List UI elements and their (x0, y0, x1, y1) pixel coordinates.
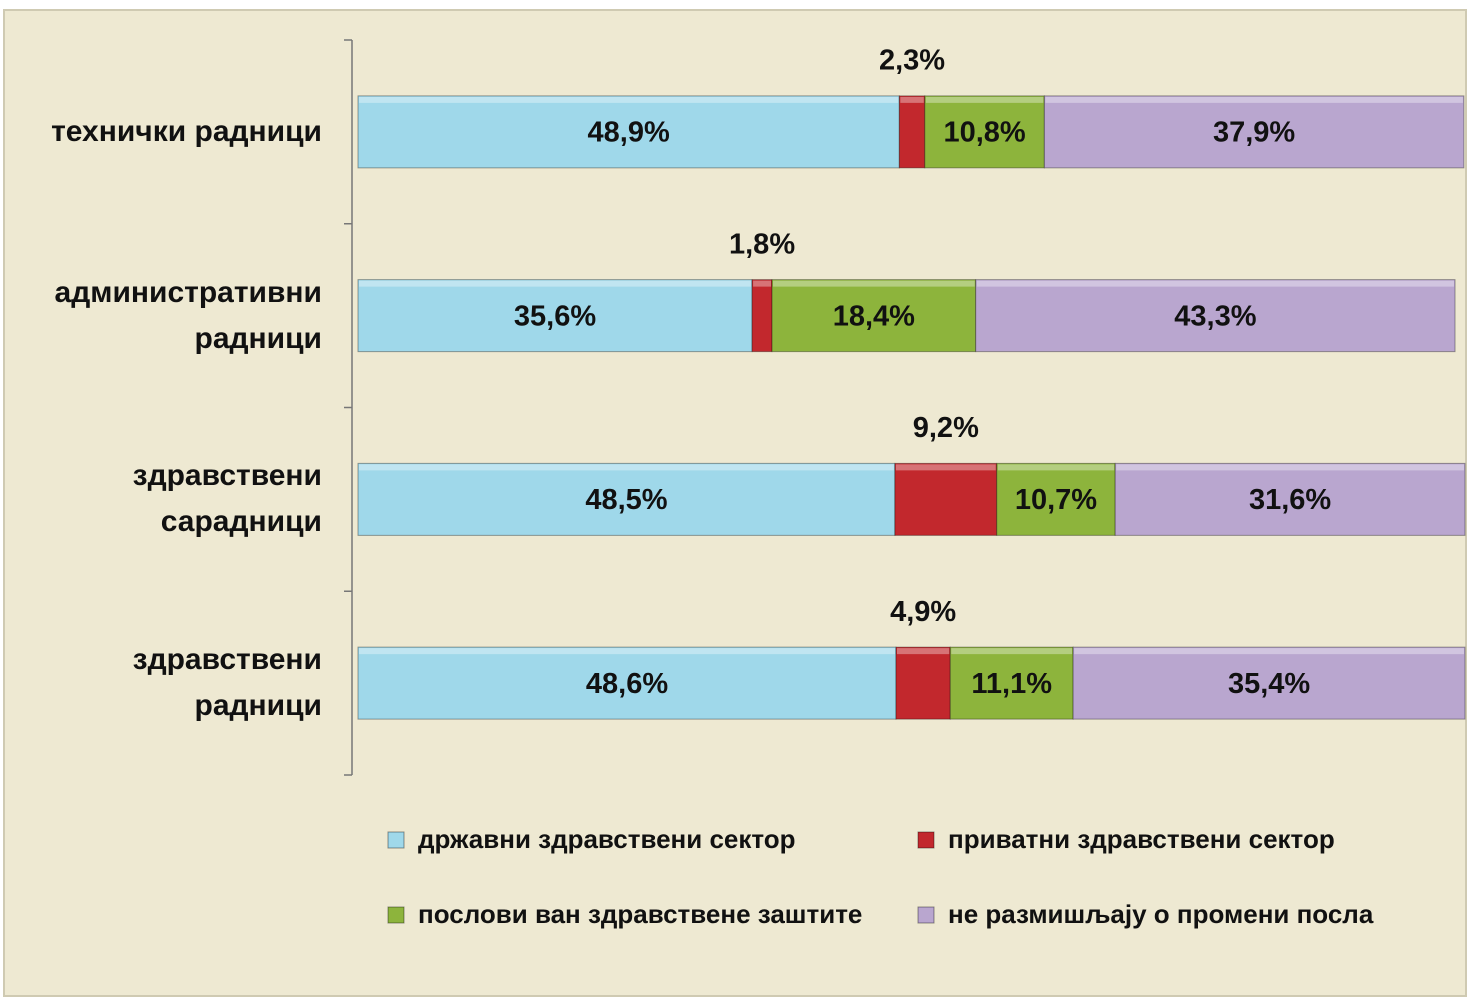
bar-segment (357, 462, 896, 536)
bar-highlight (773, 280, 975, 287)
data-label: 10,8% (943, 117, 1025, 149)
data-label: 2,3% (879, 45, 945, 77)
bar-highlight (900, 96, 924, 103)
legend-label: приватни здравствени сектор (948, 824, 1335, 854)
bar-segment (949, 646, 1074, 720)
bar-highlight (1074, 648, 1464, 655)
category-label: здравствени сарадници (132, 459, 322, 539)
bar-highlight (997, 464, 1115, 471)
bar-highlight (925, 96, 1044, 103)
data-label: 9,2% (913, 412, 979, 444)
category-label: технички радници (51, 114, 322, 148)
bar-segment (898, 95, 926, 169)
data-label: 4,9% (890, 596, 956, 628)
bar-highlight (359, 280, 752, 287)
bar-segment (1072, 646, 1466, 720)
legend-swatch (387, 906, 405, 924)
bar-segment (894, 462, 998, 536)
bar-highlight (1116, 464, 1464, 471)
bar-segment (1043, 95, 1465, 169)
legend-swatch (917, 831, 935, 849)
bar-segment (996, 462, 1116, 536)
data-label: 31,6% (1249, 484, 1331, 516)
data-label: 1,8% (729, 228, 795, 260)
bar-highlight (951, 648, 1073, 655)
legend-label: не размишљају о промени посла (948, 899, 1374, 929)
bar-segment (1114, 462, 1466, 536)
bar-segment (924, 95, 1045, 169)
data-label: 10,7% (1015, 484, 1097, 516)
data-label: 11,1% (971, 668, 1052, 700)
bar-highlight (753, 280, 772, 287)
data-label: 35,4% (1228, 668, 1310, 700)
bar-segment (357, 279, 753, 353)
bar-segment (895, 646, 951, 720)
bar-highlight (359, 96, 899, 103)
legend-swatch (387, 831, 405, 849)
bar-segment (771, 279, 977, 353)
data-label: 37,9% (1213, 117, 1295, 149)
legend-swatch (917, 906, 935, 924)
bar-highlight (897, 648, 950, 655)
bar-segment (357, 646, 897, 720)
data-label: 48,5% (585, 484, 667, 516)
bar-highlight (359, 648, 896, 655)
bar-highlight (895, 464, 996, 471)
data-label: 43,3% (1174, 300, 1256, 332)
legend-label: послови ван здравствене заштите (418, 899, 862, 929)
category-label: административни радници (54, 275, 322, 355)
category-label: здравствени радници (132, 643, 322, 723)
bar-highlight (359, 464, 894, 471)
bar-highlight (1045, 96, 1463, 103)
bar-segment (975, 279, 1456, 353)
data-label: 18,4% (833, 300, 915, 332)
data-label: 48,6% (586, 668, 668, 700)
bar-highlight (976, 280, 1455, 287)
data-label: 35,6% (514, 300, 596, 332)
legend-label: државни здравствени сектор (418, 824, 796, 854)
data-label: 48,9% (588, 117, 670, 149)
bar-segment (751, 279, 773, 353)
